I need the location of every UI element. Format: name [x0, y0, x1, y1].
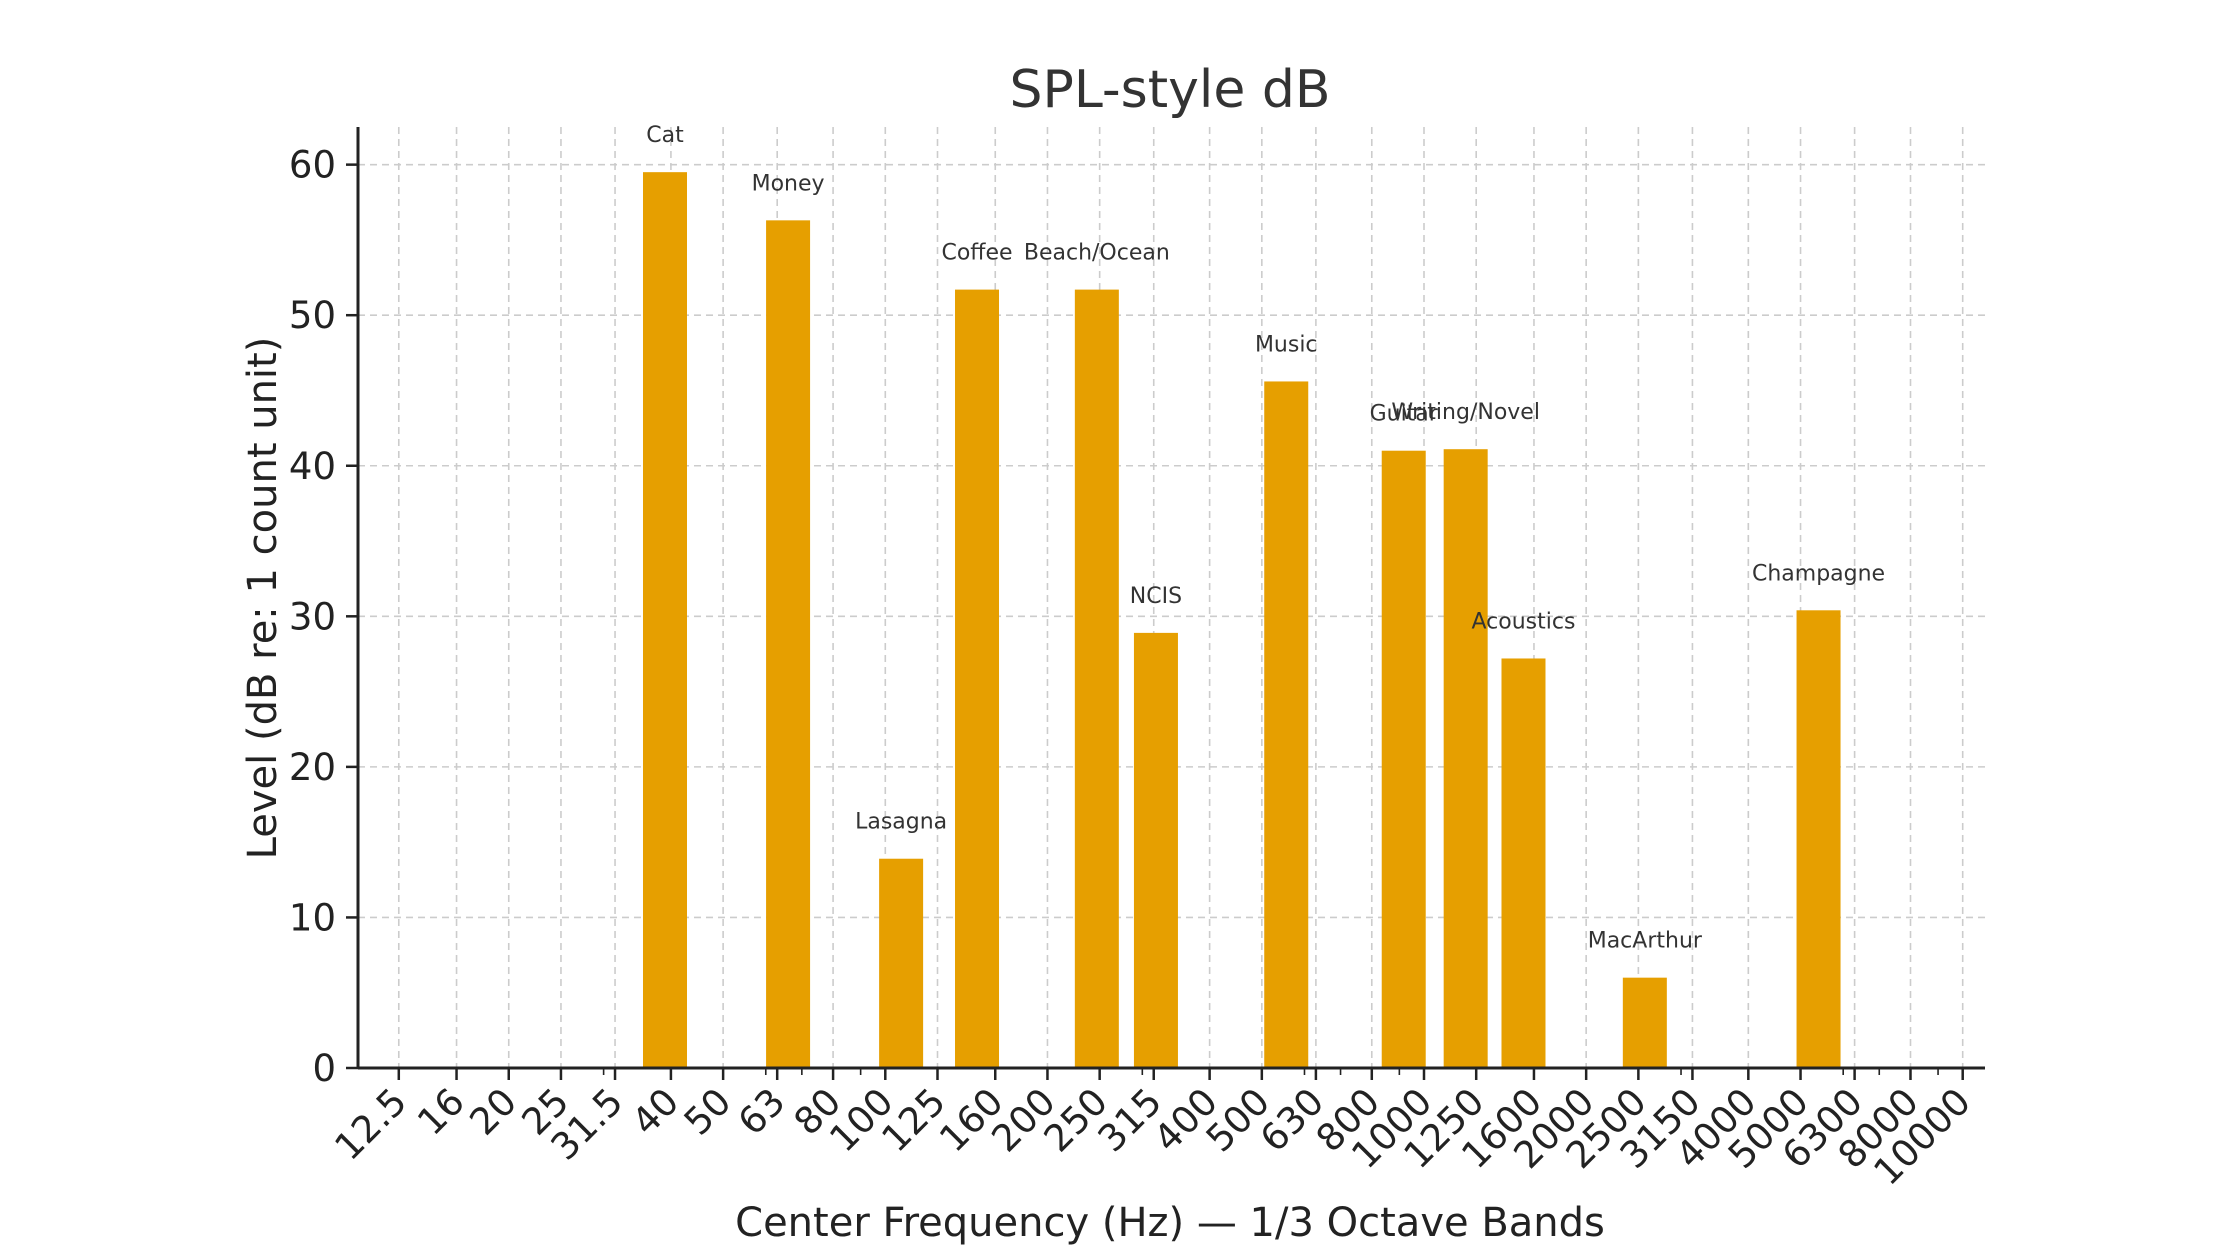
x-tick-label: 63	[730, 1080, 794, 1144]
bar-ncis	[1133, 632, 1178, 1068]
axes	[356, 127, 1985, 1070]
y-tick-label: 60	[289, 144, 336, 187]
y-tick-label: 0	[312, 1047, 336, 1090]
bar-label: Writing/Novel	[1391, 400, 1540, 425]
bar-acoustics	[1501, 658, 1546, 1068]
bar-label: Cat	[646, 123, 684, 148]
bar-label: Coffee	[941, 241, 1012, 266]
bar-labels: Cat Money Lasagna Coffee Beach/Ocean NCIS Musi…	[646, 123, 1885, 953]
bar-label: Lasagna	[855, 810, 947, 835]
y-tick-label: 50	[289, 294, 336, 337]
bar-label: Money	[752, 171, 825, 196]
bar-label: Guitar	[1370, 402, 1439, 427]
bars	[642, 172, 1841, 1069]
bar-writing-novel	[1443, 449, 1488, 1069]
y-tick-label: 20	[289, 746, 336, 789]
y-axis-label: Level (dB re: 1 count unit)	[240, 337, 286, 860]
bar-beach-ocean	[1074, 289, 1119, 1068]
bar-label: Acoustics	[1472, 609, 1576, 634]
x-axis-label: Center Frequency (Hz) — 1/3 Octave Bands	[735, 1200, 1605, 1246]
bar-coffee	[955, 289, 1000, 1068]
y-tick-label: 30	[289, 595, 336, 638]
bar-macarthur	[1622, 977, 1667, 1068]
y-tick-label: 40	[289, 445, 336, 488]
bar-lasagna	[879, 858, 924, 1068]
bar-label: Music	[1255, 332, 1318, 357]
bar-label: Beach/Ocean	[1024, 241, 1170, 266]
bar-label: Champagne	[1752, 561, 1885, 586]
x-tick-label: 12.5	[326, 1080, 415, 1169]
chart-title: SPL-style dB	[1009, 60, 1330, 120]
bar-money	[766, 220, 811, 1069]
bar-champagne	[1796, 610, 1841, 1068]
bar-music	[1264, 381, 1309, 1068]
bar-label: MacArthur	[1588, 929, 1703, 954]
bar-label: NCIS	[1130, 584, 1182, 609]
bar-cat	[642, 172, 687, 1069]
y-tick-label: 10	[289, 896, 336, 939]
bar-guitar	[1381, 450, 1426, 1069]
